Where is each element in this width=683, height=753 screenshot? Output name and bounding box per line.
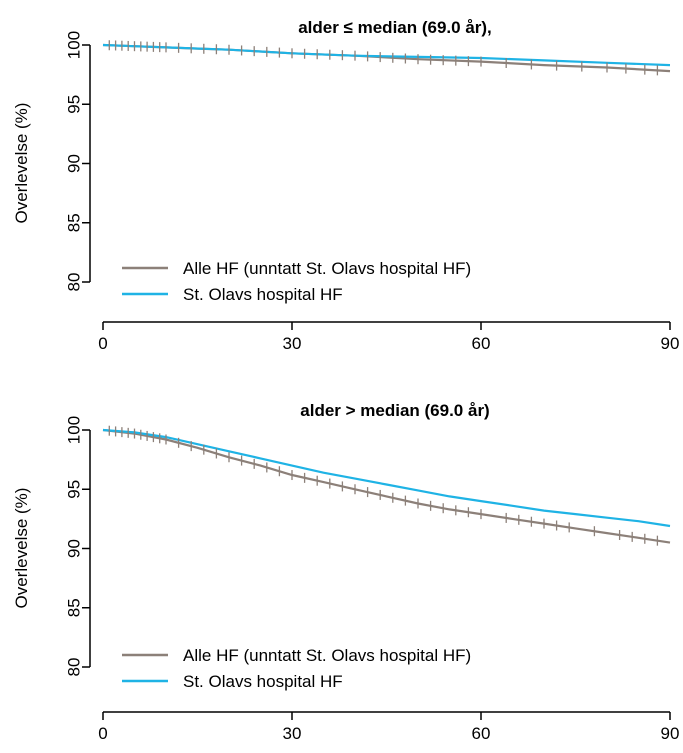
legend-label: St. Olavs hospital HF	[183, 285, 343, 304]
x-tick-label: 60	[472, 724, 491, 743]
x-tick-label: 0	[98, 724, 107, 743]
chart-title: alder > median (69.0 år)	[300, 401, 489, 420]
legend-label: St. Olavs hospital HF	[183, 672, 343, 691]
legend-label: Alle HF (unntatt St. Olavs hospital HF)	[183, 259, 471, 278]
legend-label: Alle HF (unntatt St. Olavs hospital HF)	[183, 646, 471, 665]
y-tick-label: 100	[65, 416, 84, 444]
y-tick-label: 90	[65, 154, 84, 173]
y-tick-label: 85	[65, 213, 84, 232]
x-tick-label: 60	[472, 334, 491, 353]
y-tick-label: 95	[65, 95, 84, 114]
y-tick-label: 85	[65, 598, 84, 617]
y-tick-label: 80	[65, 658, 84, 677]
chart-title: alder ≤ median (69.0 år),	[298, 18, 492, 37]
y-tick-label: 80	[65, 273, 84, 292]
chart-panel-age-below-median: alder ≤ median (69.0 år), Overlevelse (%…	[12, 18, 679, 353]
y-axis-label: Overlevelse (%)	[12, 103, 31, 224]
y-tick-label: 95	[65, 480, 84, 499]
y-tick-label: 90	[65, 539, 84, 558]
x-tick-label: 0	[98, 334, 107, 353]
series-line-alle-hf	[102, 428, 671, 544]
chart-panel-age-above-median: alder > median (69.0 år) Overlevelse (%)…	[12, 401, 679, 743]
series-line-st-olavs	[102, 428, 671, 528]
x-tick-label: 30	[283, 724, 302, 743]
y-tick-label: 100	[65, 31, 84, 59]
x-tick-label: 90	[661, 334, 680, 353]
x-tick-label: 90	[661, 724, 680, 743]
x-tick-label: 30	[283, 334, 302, 353]
series-line-st-olavs	[102, 43, 671, 67]
y-axis-label: Overlevelse (%)	[12, 488, 31, 609]
